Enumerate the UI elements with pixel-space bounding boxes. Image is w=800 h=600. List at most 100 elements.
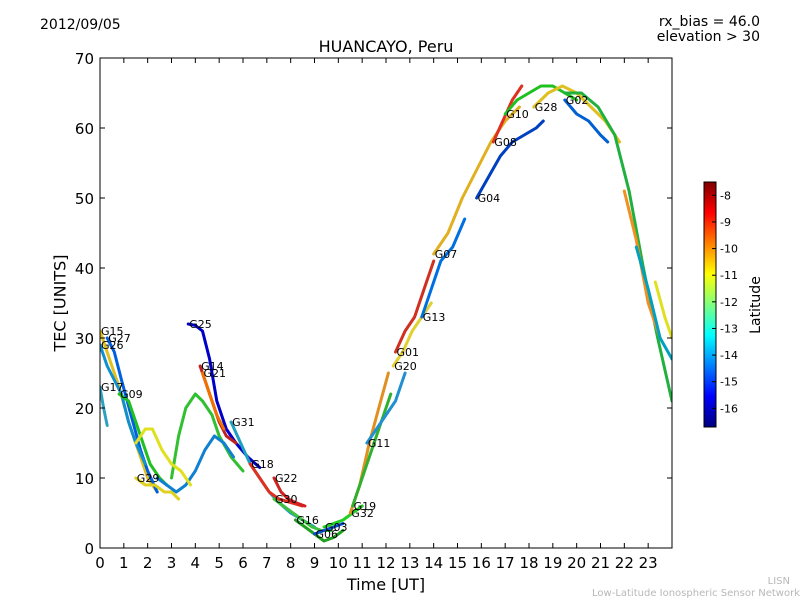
series-label-g17: G17 (101, 381, 124, 394)
series-line-g06 (313, 522, 345, 536)
colorbar-tick-label: -8 (720, 189, 731, 202)
chart-title: HUANCAYO, Peru (318, 37, 454, 56)
series-line-g04 (475, 119, 545, 200)
x-tick-label: 18 (519, 554, 538, 572)
x-tick-label: 2 (143, 554, 153, 572)
x-axis-label: Time [UT] (346, 575, 426, 594)
x-tick-label: 9 (310, 554, 320, 572)
colorbar-tick-label: -12 (720, 296, 738, 309)
series-label-g02: G02 (566, 94, 589, 107)
series-line-late-d (653, 280, 672, 340)
series-line-g01 (394, 259, 436, 354)
x-tick-label: 11 (353, 554, 372, 572)
credit-long: Low-Latitude Ionospheric Sensor Network (592, 588, 800, 599)
y-tick-label: 30 (75, 330, 94, 348)
series-label-g13: G13 (423, 311, 446, 324)
x-tick-label: 12 (376, 554, 395, 572)
series-line-g11 (365, 371, 407, 445)
x-tick-label: 21 (591, 554, 610, 572)
series-label-g15: G15 (101, 325, 124, 338)
series-label-g21: G21 (204, 367, 227, 380)
elevation-label: elevation > 30 (656, 29, 760, 45)
series-label-g16: G16 (296, 514, 319, 527)
series-line-morning-blue (155, 434, 235, 494)
x-tick-label: 3 (167, 554, 177, 572)
series-label-g29: G29 (137, 472, 160, 485)
x-tick-label: 7 (262, 554, 272, 572)
x-tick-label: 10 (329, 554, 348, 572)
series-line-g19 (351, 392, 393, 508)
x-tick-label: 0 (95, 554, 105, 572)
x-tick-label: 23 (639, 554, 658, 572)
series-line-g03 (322, 504, 364, 529)
colorbar-tick-label: -11 (720, 269, 738, 282)
series-label-g27: G27 (108, 332, 131, 345)
x-tick-label: 6 (238, 554, 248, 572)
y-tick-label: 70 (75, 50, 94, 68)
colorbar-tick-label: -16 (720, 402, 738, 415)
series-label-g19: G19 (354, 500, 377, 513)
x-tick-label: 5 (214, 554, 224, 572)
series-label-g08: G08 (494, 136, 517, 149)
series-line-g27 (105, 336, 159, 494)
series-label-g32: G32 (351, 507, 374, 520)
y-tick-label: 60 (75, 120, 94, 138)
colorbar-tick-label: -10 (720, 243, 738, 256)
series-label-g28: G28 (535, 101, 558, 114)
series-line-g18 (248, 462, 305, 508)
series-label-g22: G22 (275, 472, 298, 485)
x-tick-label: 8 (286, 554, 296, 572)
series-line-morning-yellow (134, 427, 193, 487)
series-line-g07 (432, 105, 521, 256)
x-tick-label: 16 (472, 554, 491, 572)
colorbar-tick-label: -14 (720, 349, 738, 362)
x-tick-label: 13 (400, 554, 419, 572)
colorbar-tick-label: -9 (720, 216, 731, 229)
series-label-g10: G10 (506, 108, 529, 121)
y-tick-label: 20 (75, 400, 94, 418)
credit-short: LISN (767, 576, 790, 587)
x-tick-label: 19 (543, 554, 562, 572)
y-tick-label: 50 (75, 190, 94, 208)
series-label-g01: G01 (397, 346, 420, 359)
series-label-g06: G06 (316, 528, 339, 541)
x-tick-label: 20 (567, 554, 586, 572)
series-line-g02 (563, 98, 610, 144)
y-tick-label: 10 (75, 470, 94, 488)
series-label-g07: G07 (435, 248, 458, 261)
series-line-g31 (229, 420, 316, 529)
series-label-g31: G31 (232, 416, 255, 429)
series-label-g20: G20 (394, 360, 417, 373)
series-label-g30: G30 (275, 493, 298, 506)
series-label-g14: G14 (201, 360, 224, 373)
series-line-g16 (293, 518, 345, 543)
series-line-g13 (420, 217, 467, 319)
x-tick-label: 17 (496, 554, 515, 572)
x-tick-label: 4 (191, 554, 201, 572)
rx-bias-label: rx_bias = 46.0 (658, 14, 760, 30)
series-line-g29 (134, 476, 181, 501)
colorbar-tick-label: -15 (720, 376, 738, 389)
series-line-g21 (201, 371, 226, 431)
series-label-g09: G09 (120, 388, 143, 401)
date-label: 2012/09/05 (40, 17, 121, 33)
x-tick-label: 1 (119, 554, 129, 572)
plot-frame (99, 57, 673, 549)
series-line-late-c (634, 245, 672, 361)
x-tick-label: 14 (424, 554, 443, 572)
series-label-g03: G03 (325, 521, 348, 534)
x-tick-label: 22 (615, 554, 634, 572)
series-line-g22 (272, 476, 307, 508)
colorbar (703, 181, 717, 428)
x-tick-label: 15 (448, 554, 467, 572)
series-label-g25: G25 (189, 318, 212, 331)
colorbar-tick-label: -13 (720, 322, 738, 335)
series-label-g18: G18 (251, 458, 274, 471)
y-tick-label: 0 (84, 540, 94, 558)
series-line-g26 (100, 343, 147, 466)
y-tick-label: 40 (75, 260, 94, 278)
series-label-g11: G11 (368, 437, 391, 450)
series-label-g04: G04 (478, 192, 501, 205)
series-label-g26: G26 (101, 339, 124, 352)
